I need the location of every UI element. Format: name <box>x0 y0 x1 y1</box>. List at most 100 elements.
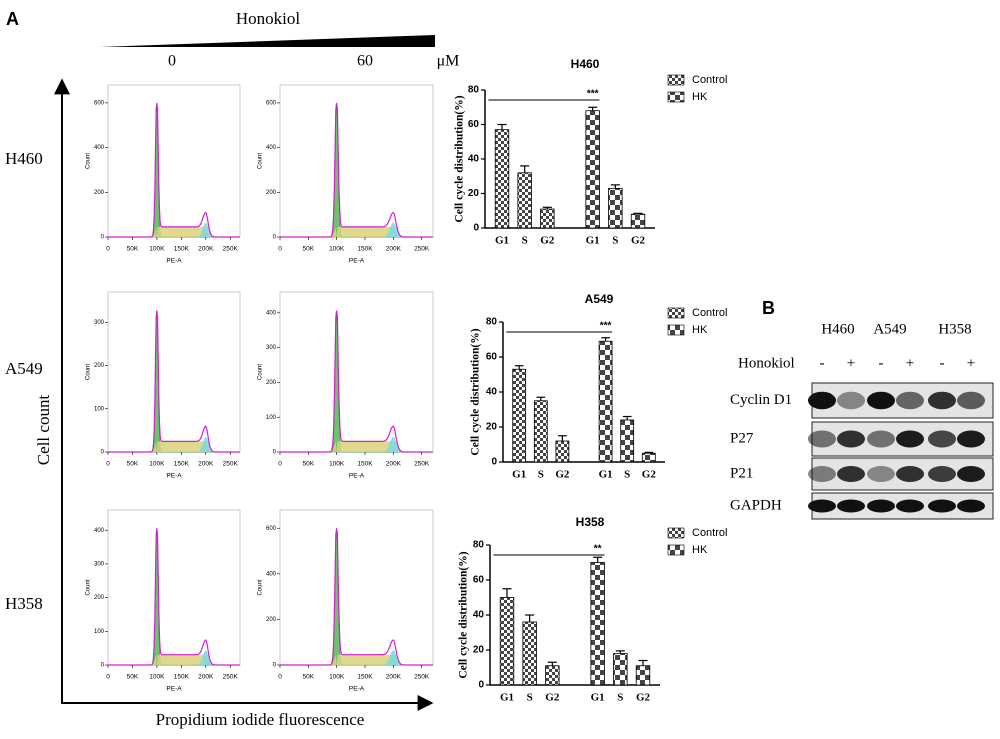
blot-band <box>896 430 924 448</box>
plot-frame <box>279 291 434 453</box>
blot-protein: Cyclin D1 <box>730 392 792 408</box>
blot-band <box>928 430 956 448</box>
x-tick-label: 150K <box>174 461 190 468</box>
cell-line: H358 <box>5 594 43 613</box>
y-tick-label: 40 <box>468 154 480 165</box>
x-tick-label: 150K <box>174 674 190 681</box>
blot-band <box>928 466 956 482</box>
g2-area <box>108 222 240 237</box>
legend-swatch <box>667 74 685 86</box>
y-tick-label: 300 <box>94 320 105 326</box>
y-tick-label: 200 <box>266 617 277 623</box>
x-tick-label: 0 <box>106 674 110 681</box>
x-tick-label: G1 <box>591 692 605 704</box>
plot-frame <box>107 509 241 666</box>
blot-band <box>808 499 836 513</box>
legend-swatch <box>667 527 685 539</box>
bar <box>540 208 555 229</box>
y-tick-label: 0 <box>478 680 484 691</box>
blot-band <box>957 430 985 448</box>
y-label: Count <box>86 579 92 595</box>
x-tick-label: 150K <box>357 246 373 253</box>
blot-band <box>808 466 836 482</box>
x-tick-label: 250K <box>223 246 239 253</box>
y-tick-label: 300 <box>266 345 277 351</box>
x-label: PE-A <box>166 686 182 693</box>
y-tick-label: 0 <box>273 663 277 669</box>
blot-sign: + <box>847 355 855 371</box>
axis-label: Cell count <box>34 395 53 466</box>
fit-line <box>280 103 433 238</box>
g1-area <box>280 310 433 453</box>
y-label: Cell cycle distribution(%) <box>454 95 466 222</box>
fit-line <box>108 103 240 238</box>
x-tick-label: S <box>612 235 618 247</box>
s-area <box>108 441 240 452</box>
plot-frame <box>107 291 241 453</box>
legend-swatch <box>667 91 685 103</box>
x-tick-label: 50K <box>303 461 315 468</box>
y-tick-label: 200 <box>94 595 105 601</box>
y-tick-label: 400 <box>266 145 277 151</box>
fit-line <box>108 528 240 666</box>
bar <box>620 419 635 463</box>
y-tick-label: 100 <box>266 415 277 421</box>
x-tick-label: 100K <box>329 674 345 681</box>
blot-band <box>837 430 865 448</box>
y-tick-label: 0 <box>273 235 277 241</box>
annotation: *** <box>587 89 599 100</box>
blot-band <box>957 499 985 513</box>
y-tick-label: 0 <box>101 450 105 456</box>
s-area <box>108 226 240 237</box>
annotation: ** <box>594 544 602 555</box>
chart-title: H460 <box>571 57 600 71</box>
y-tick-label: 100 <box>94 406 105 412</box>
y-tick-label: 20 <box>486 422 498 433</box>
x-label: PE-A <box>166 473 182 480</box>
legend-label: Control <box>692 527 727 539</box>
y-tick-label: 100 <box>94 629 105 635</box>
bar <box>608 187 623 229</box>
blot-band <box>867 391 895 410</box>
bar <box>545 665 560 686</box>
y-label: Count <box>258 153 264 169</box>
x-tick-label: 250K <box>414 674 430 681</box>
s-area <box>108 654 240 665</box>
legend-label: Control <box>692 307 727 319</box>
y-tick-label: 200 <box>266 380 277 386</box>
x-tick-label: S <box>527 692 533 704</box>
y-tick-label: 600 <box>94 100 105 106</box>
x-tick-label: 200K <box>198 674 214 681</box>
bar <box>613 653 628 686</box>
blot-band <box>867 430 895 448</box>
legend-swatch <box>667 544 685 556</box>
y-tick-label: 80 <box>468 85 480 96</box>
y-tick-label: 40 <box>473 610 485 621</box>
dose-wedge <box>100 35 435 47</box>
blot-band <box>928 499 956 513</box>
blot-band <box>837 391 865 410</box>
y-tick-label: 0 <box>101 663 105 669</box>
x-tick-label: G1 <box>586 235 600 247</box>
x-label: PE-A <box>349 473 365 480</box>
plot-frame <box>279 84 434 238</box>
panel-label: B <box>762 298 775 318</box>
x-tick-label: 100K <box>149 674 165 681</box>
axis-label: Propidium iodide fluorescence <box>156 710 365 729</box>
blot-protein: GAPDH <box>730 497 782 513</box>
blot-band <box>957 466 985 482</box>
bar <box>499 597 515 686</box>
x-tick-label: 0 <box>106 246 110 253</box>
x-tick-label: 100K <box>329 246 345 253</box>
bar <box>630 213 646 229</box>
annotation: *** <box>600 321 612 332</box>
blot-sign: + <box>967 355 975 371</box>
blot-band <box>837 499 865 513</box>
y-tick-label: 300 <box>94 561 105 567</box>
blot-band <box>808 430 836 448</box>
x-tick-label: 0 <box>278 246 282 253</box>
blot-cell-line: H358 <box>938 321 971 337</box>
dose-unit: μM <box>437 53 460 70</box>
blot-sign: + <box>906 355 914 371</box>
